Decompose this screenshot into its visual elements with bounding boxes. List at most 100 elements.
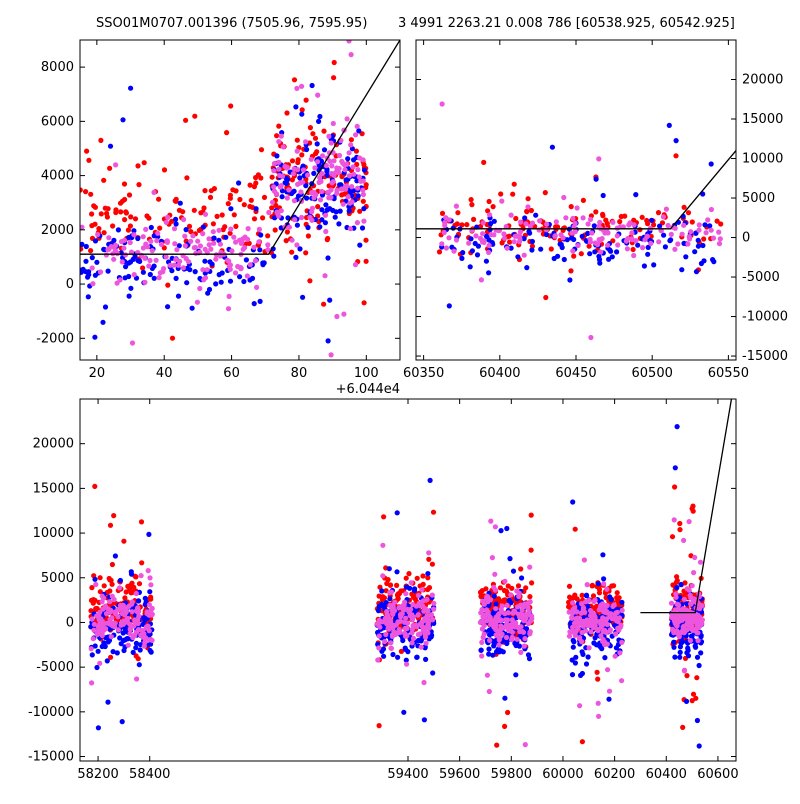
y-tick-label: -5000 [36,660,74,675]
data-point-red [611,583,617,589]
data-point-blue [177,200,183,206]
data-point-pink [136,613,142,620]
data-point-pink [99,632,105,639]
data-point-blue [446,303,452,309]
scatter-points [80,40,400,358]
data-point-pink [518,649,524,656]
data-point-red [139,560,145,566]
data-point-blue [336,221,342,227]
data-point-blue [356,128,362,134]
data-point-blue [522,215,528,221]
data-point-blue [498,528,504,534]
data-point-red [202,188,208,194]
data-point-blue [600,552,606,558]
data-point-blue [317,224,323,230]
data-point-blue [549,144,556,150]
data-point-red [589,582,596,588]
data-point-pink [428,612,435,618]
data-point-red [106,575,112,582]
data-point-blue [693,644,699,650]
data-point-red [357,208,363,214]
data-point-blue [696,743,702,749]
data-point-blue [133,645,139,651]
data-point-blue [325,255,331,261]
data-point-blue [105,699,111,705]
data-point-pink [717,236,723,242]
data-point-blue [237,274,243,280]
y-tick-label: 15000 [33,481,74,496]
data-point-pink [140,245,146,251]
data-point-blue [601,576,607,582]
data-point-red [208,188,214,194]
data-point-pink [265,242,271,248]
data-point-red [566,604,572,610]
data-point-pink [123,607,129,613]
data-point-blue [92,238,99,244]
data-point-red [616,595,622,601]
data-point-pink [498,623,504,629]
data-point-blue [508,600,514,606]
data-point-red [486,198,492,205]
data-point-blue [83,269,89,275]
data-point-pink [417,631,423,637]
data-point-blue [297,175,303,181]
y-tick-label: 6000 [41,114,74,129]
data-point-pink [431,606,437,612]
data-point-blue [486,270,492,276]
data-point-red [384,580,390,587]
data-point-blue [299,111,305,117]
data-point-pink [607,627,614,633]
data-point-pink [570,215,576,222]
data-point-blue [228,206,234,212]
data-point-blue [136,662,142,668]
data-point-red [101,230,107,236]
data-point-pink [480,220,486,226]
data-point-blue [662,244,669,250]
data-point-pink [384,609,390,615]
data-point-pink [343,186,349,192]
data-point-red [126,192,133,198]
data-point-blue [184,280,190,286]
data-point-pink [276,159,282,165]
data-point-pink [613,631,619,637]
data-point-pink [544,221,550,227]
data-point-pink [402,619,408,625]
data-point-blue [346,208,352,214]
data-point-blue [258,232,264,238]
data-point-blue [486,627,493,633]
data-point-pink [629,230,635,236]
data-point-blue [316,118,322,124]
data-point-pink [89,680,95,686]
data-point-pink [668,600,675,606]
data-point-pink [245,236,251,242]
data-point-blue [304,146,310,153]
data-point-pink [349,184,355,190]
y-tick-label: -2000 [36,331,74,346]
data-point-red [161,167,168,173]
data-point-pink [696,227,702,233]
data-point-pink [319,153,326,159]
data-point-pink [377,624,383,630]
data-point-pink [670,613,676,619]
data-point-pink [676,634,682,640]
data-point-red [96,226,102,232]
data-point-pink [336,152,343,159]
data-point-blue [323,202,329,208]
data-point-pink [143,624,150,630]
data-point-pink [516,593,522,600]
data-point-blue [380,646,387,652]
data-point-pink [163,254,169,260]
data-point-pink [703,230,709,236]
data-point-blue [117,577,123,584]
y-tick-label: 8000 [41,60,74,75]
data-point-red [136,581,143,587]
data-point-blue [95,725,101,731]
data-point-blue [527,230,533,236]
data-point-pink [672,246,678,252]
data-point-blue [469,248,475,254]
data-point-pink [144,609,150,615]
data-point-pink [112,620,118,626]
data-point-pink [216,227,222,233]
data-point-pink [129,599,135,605]
data-point-pink [329,163,335,169]
